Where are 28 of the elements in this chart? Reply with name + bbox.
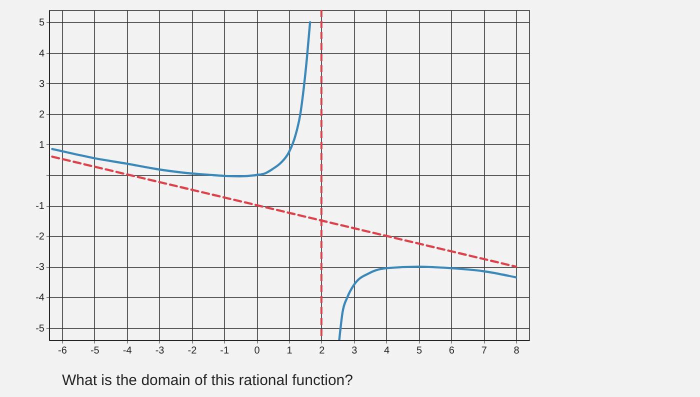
x-tick-label: -4 (122, 346, 132, 356)
y-tick-label: 4 (38, 48, 45, 60)
x-tick-label: -5 (90, 346, 100, 356)
y-tick-label: -5 (36, 323, 45, 334)
y-tick-label: 1 (38, 140, 45, 151)
x-tick-label: -6 (58, 346, 68, 356)
x-tick-label: 7 (481, 346, 488, 356)
y-tick-label: 3 (38, 78, 45, 90)
x-tick-label: 0 (254, 346, 260, 356)
y-tick-label: -2 (36, 232, 45, 243)
line-series (51, 21, 312, 178)
y-tick-label: -3 (36, 262, 45, 274)
text: What is the domain of this rational function? (62, 372, 353, 389)
x-tick-label: -2 (188, 346, 198, 356)
x-tick-label: 4 (384, 346, 390, 356)
x-tick-label: 3 (352, 346, 358, 356)
x-tick-label: 1 (286, 346, 293, 356)
x-tick-label: -3 (155, 346, 165, 356)
x-tick-label: 2 (319, 346, 326, 356)
x-tick-label: 8 (514, 346, 520, 356)
y-tick-label: 5 (38, 18, 45, 29)
x-tick-label: 5 (416, 346, 422, 356)
line-series (338, 266, 518, 340)
y-tick-label: -1 (36, 201, 45, 212)
y-tick-label: -4 (36, 292, 45, 304)
y-tick-label: 2 (38, 109, 45, 120)
x-tick-label: 6 (448, 346, 455, 356)
x-tick-label: -1 (220, 346, 230, 356)
